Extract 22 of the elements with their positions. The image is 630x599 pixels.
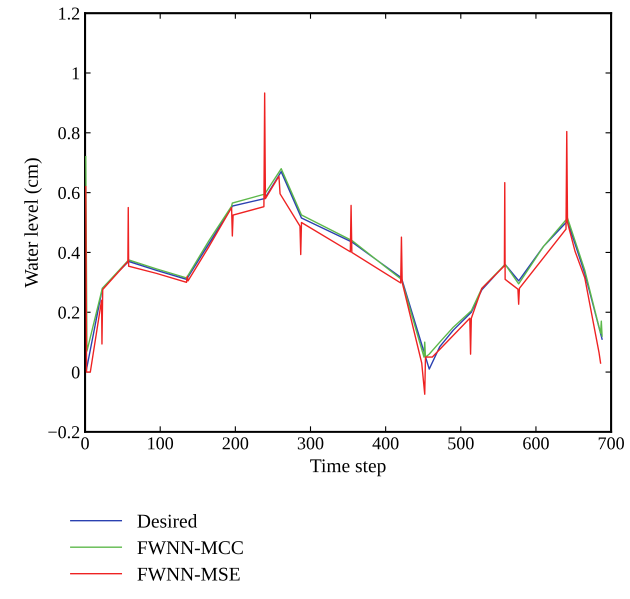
x-tick-label: 600 — [523, 437, 549, 450]
x-tick-label: 700 — [598, 437, 624, 450]
line-series — [85, 92, 602, 395]
x-tick-label: 300 — [298, 437, 324, 450]
y-tick-label: 0 — [72, 366, 80, 379]
x-tick-label: 200 — [222, 437, 248, 450]
y-tick-label: 0.8 — [58, 127, 80, 140]
x-axis-title: Time step — [310, 459, 386, 476]
legend-label: FWNN-MCC — [137, 541, 243, 554]
y-tick-label: 1 — [72, 67, 80, 80]
x-tick-label: 400 — [372, 437, 399, 450]
x-tick-label: 500 — [448, 437, 474, 450]
y-tick-label: 1.2 — [59, 7, 80, 20]
y-tick-label: 0.2 — [58, 306, 80, 319]
y-tick-label: −0.2 — [48, 426, 80, 438]
y-tick-label: 0.6 — [58, 186, 80, 200]
legend-label: FWNN-MSE — [137, 568, 240, 581]
x-tick-label: 0 — [81, 437, 89, 450]
x-tick-label: 100 — [148, 437, 174, 450]
y-tick-label: 0.4 — [58, 246, 80, 259]
legend-label: Desired — [137, 514, 198, 528]
y-axis-title: Water level (cm) — [24, 158, 42, 288]
